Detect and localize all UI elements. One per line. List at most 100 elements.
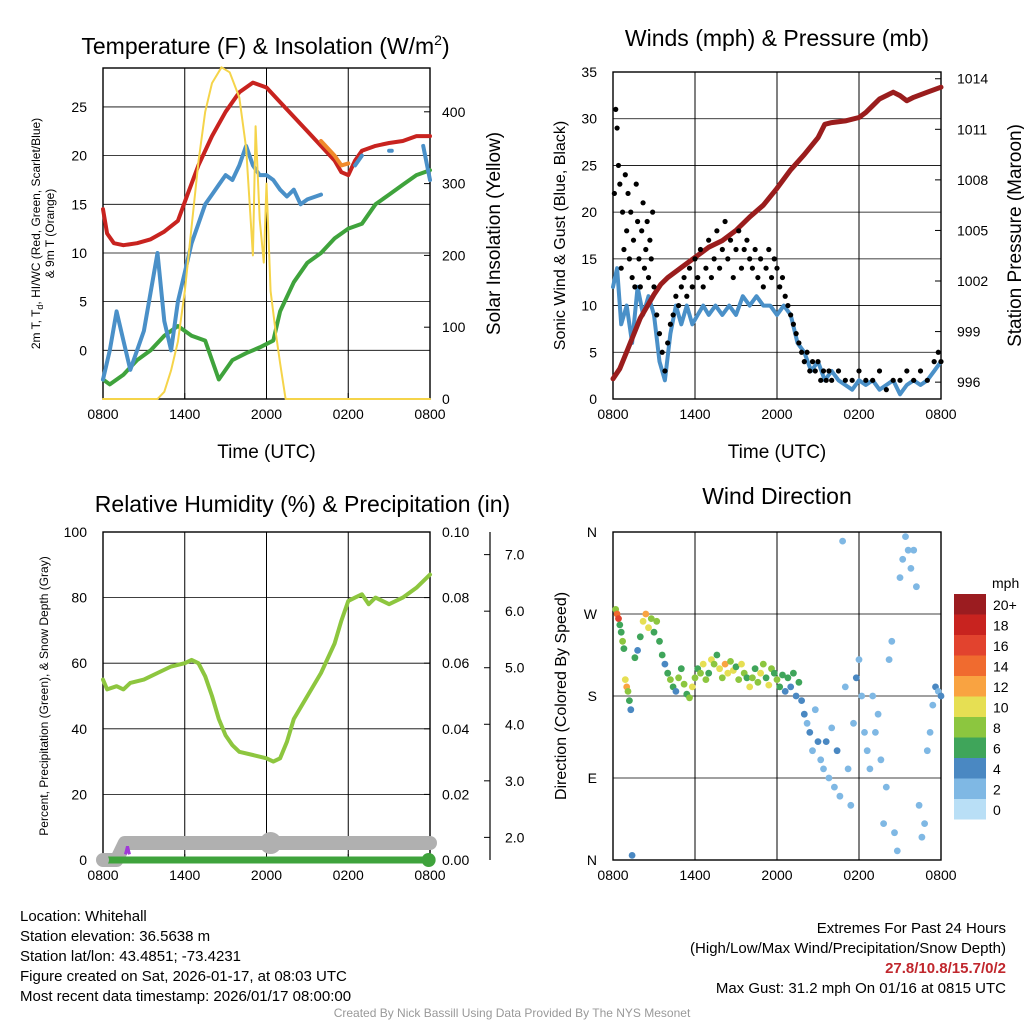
latlon-text: Station lat/lon: 43.4851; -73.4231	[20, 948, 242, 965]
gust-point	[619, 209, 626, 215]
gust-point	[842, 377, 848, 383]
x-tick-label: 0800	[597, 867, 628, 883]
gust-point	[779, 274, 786, 281]
gust-point	[684, 293, 690, 299]
direction-point	[885, 656, 893, 663]
y-axis-label: Sonic Wind & Gust (Blue, Black)	[552, 121, 569, 350]
legend-title: mph	[992, 575, 1019, 591]
direction-point	[795, 678, 803, 686]
direction-point	[620, 645, 628, 652]
direction-point	[863, 747, 871, 755]
gust-point	[654, 312, 660, 318]
y-tick-label: 60	[71, 655, 87, 671]
direction-point	[631, 654, 639, 662]
gust-point	[924, 377, 930, 383]
direction-point	[910, 546, 918, 554]
y-right-tick-label: 400	[442, 104, 466, 120]
y-tick-label: S	[588, 688, 597, 704]
direction-point	[656, 637, 663, 645]
y-right-tick-label: 100	[442, 319, 466, 335]
gust-point	[744, 237, 750, 243]
y-right-tick-label: 1005	[957, 222, 988, 238]
gust-point	[747, 256, 753, 262]
direction-point	[907, 565, 915, 572]
direction-point	[616, 621, 624, 629]
direction-point	[817, 756, 825, 764]
max-gust-text: Max Gust: 31.2 mph On 01/16 at 0815 UTC	[715, 980, 1006, 997]
y-right-tick-label: 0.10	[442, 524, 469, 540]
gust-point	[708, 274, 715, 281]
gust-point	[692, 256, 698, 262]
direction-point	[869, 692, 877, 700]
x-axis-label: Time (UTC)	[217, 442, 316, 463]
gust-point	[722, 218, 728, 225]
gust-point	[621, 246, 627, 253]
gust-point	[714, 228, 720, 234]
direction-point	[874, 710, 882, 718]
direction-point	[759, 660, 767, 668]
direction-point	[691, 674, 699, 682]
gust-point	[790, 321, 797, 327]
direction-point	[746, 683, 754, 691]
direction-point	[831, 783, 838, 791]
gust-point	[656, 331, 663, 337]
gust-point	[826, 368, 832, 374]
gust-point	[804, 349, 810, 355]
direction-point	[697, 669, 704, 677]
x-tick-label: 0200	[333, 867, 364, 883]
direction-point	[770, 669, 778, 677]
gust-point	[771, 256, 777, 262]
y-tick-label: 20	[581, 204, 597, 220]
gust-point	[931, 359, 937, 365]
direction-point	[743, 674, 751, 682]
gust-point	[639, 228, 645, 234]
gust-point	[633, 181, 639, 187]
series-rh	[101, 572, 432, 764]
gust-point	[635, 218, 641, 225]
direction-point	[822, 738, 830, 745]
gust-point	[815, 359, 821, 365]
gust-point	[935, 349, 941, 355]
series-td	[101, 168, 432, 387]
direction-point	[891, 829, 898, 837]
gust-point	[758, 256, 764, 262]
gust-point	[801, 359, 807, 365]
direction-point	[617, 628, 625, 636]
gust-point	[670, 312, 676, 318]
x-tick-label: 2000	[761, 867, 792, 883]
gust-point	[823, 377, 829, 383]
direction-point	[880, 820, 887, 827]
gust-point	[766, 246, 772, 253]
direction-point	[713, 651, 721, 659]
direction-point	[893, 847, 901, 855]
extremes-title: Extremes For Past 24 Hours	[816, 920, 1006, 937]
legend-label: 8	[993, 720, 1001, 736]
direction-point	[918, 833, 926, 841]
gust-point	[637, 284, 643, 290]
y-tick-label: N	[587, 524, 597, 540]
y-tick-label: 10	[581, 298, 597, 314]
series-insolation	[102, 66, 431, 400]
direction-point	[803, 719, 811, 727]
direction-point	[798, 697, 805, 704]
direction-point	[716, 665, 723, 673]
legend-label: 2	[993, 782, 1001, 798]
direction-point	[828, 724, 836, 732]
chart-title: Winds (mph) & Pressure (mb)	[625, 25, 929, 51]
direction-point	[626, 697, 633, 704]
direction-point	[653, 617, 661, 625]
direction-point	[800, 710, 808, 718]
legend-label: 4	[993, 761, 1001, 777]
gust-point	[749, 265, 756, 271]
direction-point	[781, 688, 789, 695]
gust-point	[689, 284, 695, 290]
series-hi-wc	[101, 143, 323, 382]
direction-point	[688, 683, 696, 691]
direction-point	[636, 633, 644, 641]
y-right-tick-label: 0.04	[442, 721, 469, 737]
x-tick-label: 0800	[87, 867, 118, 883]
direction-point	[754, 678, 762, 686]
gust-point	[630, 237, 637, 243]
gust-point	[618, 265, 624, 271]
y-right-tick-label: 200	[442, 247, 466, 263]
